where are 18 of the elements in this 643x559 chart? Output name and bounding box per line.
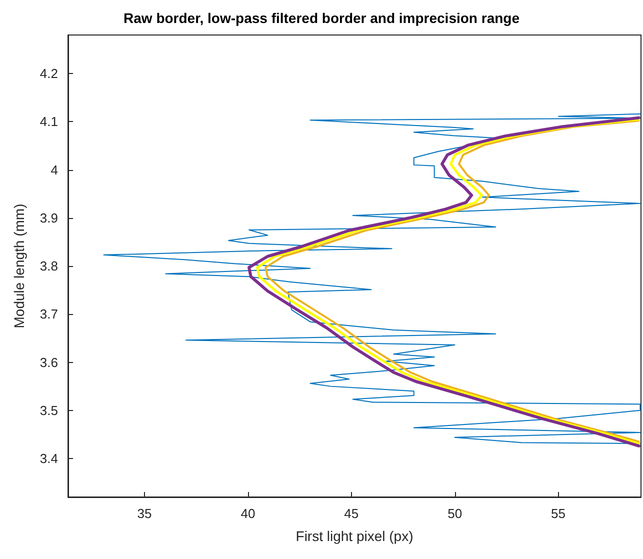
y-tick-label: 4 [50,162,58,178]
x-tick-label: 55 [551,506,566,521]
x-tick-label: 35 [137,506,152,521]
x-tick-label: 50 [448,506,462,521]
y-tick-label: 3.7 [40,306,58,322]
y-tick-label: 4.2 [40,66,58,81]
y-tick-label: 3.6 [40,354,58,370]
y-tick-label: 3.8 [40,258,58,274]
line-series [103,113,641,444]
y-tick-label: 4.1 [40,114,58,130]
y-tick-label: 3.5 [40,402,58,418]
y-axis-title: Module length (mm) [11,204,27,328]
x-tick-label: 40 [240,506,256,521]
x-tick-label: 45 [344,506,359,521]
x-axis-title: First light pixel (px) [296,528,414,544]
y-tick-label: 3.4 [40,451,58,466]
chart-title: Raw border, low-pass filtered border and imprecision range [124,10,520,26]
y-tick-label: 3.9 [40,210,58,226]
